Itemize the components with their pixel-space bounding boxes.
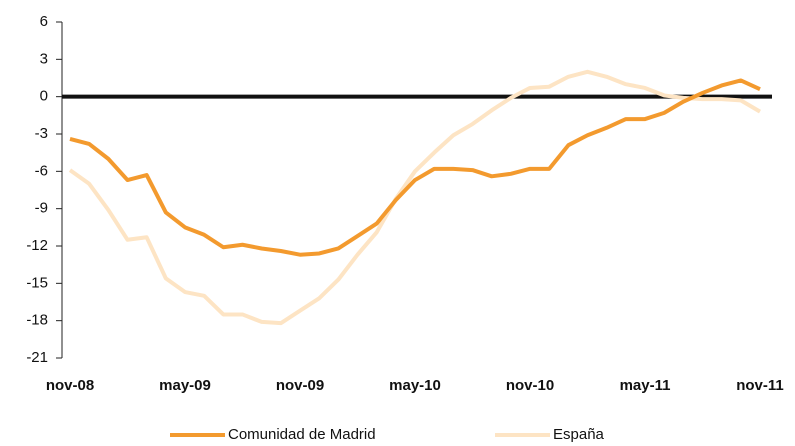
y-tick-label: -3 (35, 125, 48, 142)
y-tick-label: -18 (26, 312, 48, 329)
y-tick-label: 0 (40, 88, 48, 105)
y-tick-label: -12 (26, 237, 48, 254)
y-tick-label: -21 (26, 349, 48, 366)
x-tick-label: nov-08 (46, 377, 94, 394)
x-tick-label: nov-10 (506, 377, 554, 394)
x-tick-label: may-09 (159, 377, 211, 394)
x-tick-label: nov-11 (736, 377, 784, 394)
y-tick-label: -15 (26, 274, 48, 291)
series-line (68, 69, 762, 326)
y-tick-label: 3 (40, 50, 48, 67)
series-line (69, 78, 761, 257)
legend-label: Comunidad de Madrid (228, 426, 376, 443)
x-tick-label: may-11 (620, 377, 671, 394)
x-tick-label: nov-09 (276, 377, 324, 394)
y-tick-label: -9 (35, 200, 48, 217)
legend-label: España (553, 426, 605, 443)
y-tick-label: -6 (35, 162, 48, 179)
y-tick-label: 6 (40, 13, 48, 30)
x-tick-label: may-10 (389, 377, 441, 394)
